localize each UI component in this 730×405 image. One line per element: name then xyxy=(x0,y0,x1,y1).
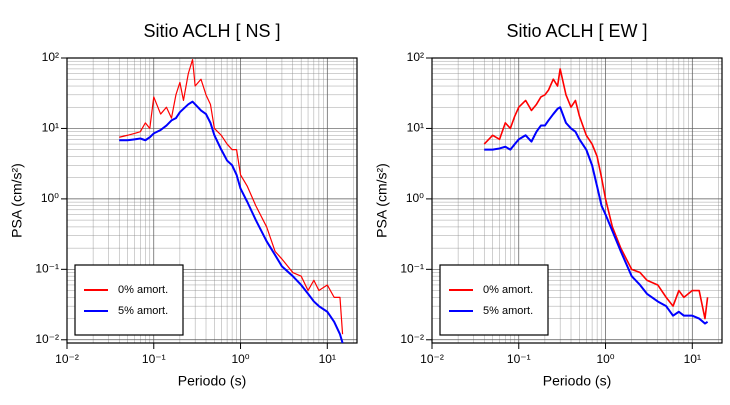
x-axis-label: Periodo (s) xyxy=(543,373,611,389)
x-axis-label: Periodo (s) xyxy=(178,373,246,389)
y-tick-label: 10⁰ xyxy=(41,191,59,205)
x-tick-label: 10⁻² xyxy=(55,352,79,366)
y-axis-label: PSA (cm/s²) xyxy=(9,163,25,238)
x-tick-label: 10¹ xyxy=(319,352,336,366)
plot-frame xyxy=(431,57,723,344)
y-tick-label: 10⁻¹ xyxy=(400,262,424,276)
chart-title: Sitio ACLH [ NS ] xyxy=(143,21,280,41)
x-tick-label: 10⁻² xyxy=(420,352,444,366)
x-tick-label: 10¹ xyxy=(684,352,701,366)
y-tick-label: 10⁻² xyxy=(400,332,424,346)
legend-label: 5% amort. xyxy=(483,305,533,317)
y-tick-label: 10¹ xyxy=(407,121,424,135)
x-tick-label: 10⁻¹ xyxy=(142,352,166,366)
x-tick-label: 10⁰ xyxy=(231,352,249,366)
x-tick-label: 10⁻¹ xyxy=(507,352,531,366)
plot-frame xyxy=(66,57,358,344)
y-tick-label: 10² xyxy=(407,50,424,64)
legend-label: 5% amort. xyxy=(118,305,168,317)
series-line xyxy=(119,58,344,335)
series-line xyxy=(483,68,709,320)
y-axis-label: PSA (cm/s²) xyxy=(374,163,390,238)
chart-title: Sitio ACLH [ EW ] xyxy=(506,21,647,41)
y-tick-label: 10⁰ xyxy=(406,191,424,205)
legend-box xyxy=(74,264,184,336)
legend-label: 0% amort. xyxy=(483,284,533,296)
y-tick-label: 10⁻² xyxy=(35,332,59,346)
y-tick-label: 10¹ xyxy=(42,121,59,135)
x-tick-label: 10⁰ xyxy=(596,352,614,366)
y-tick-label: 10⁻¹ xyxy=(35,262,59,276)
y-tick-label: 10² xyxy=(42,50,59,64)
series-line xyxy=(119,100,344,344)
legend-label: 0% amort. xyxy=(118,284,168,296)
series-line xyxy=(484,106,709,325)
legend-box xyxy=(439,264,549,336)
